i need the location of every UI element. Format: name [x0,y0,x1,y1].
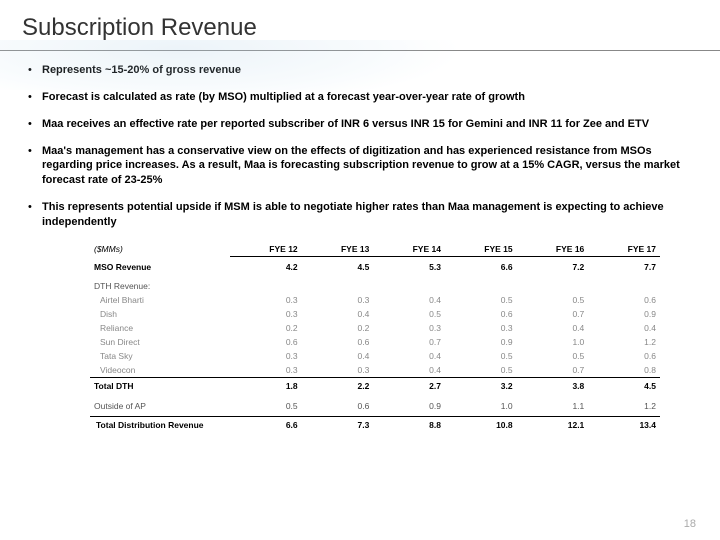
provider-row: Tata Sky0.30.40.40.50.50.6 [90,349,660,363]
bullet-item: •Maa receives an effective rate per repo… [28,117,692,132]
col-header: FYE 12 [230,242,302,257]
total-dth-row: Total DTH 1.8 2.2 2.7 3.2 3.8 4.5 [90,377,660,396]
total-distribution-row: Total Distribution Revenue 6.6 7.3 8.8 1… [90,416,660,432]
provider-row: Videocon0.30.30.40.50.70.8 [90,363,660,378]
col-header: FYE 14 [373,242,445,257]
bullet-item: •Forecast is calculated as rate (by MSO)… [28,90,692,105]
page-number: 18 [684,518,696,530]
revenue-table: ($MMs) FYE 12 FYE 13 FYE 14 FYE 15 FYE 1… [90,242,660,432]
col-header: FYE 16 [517,242,589,257]
col-header: FYE 13 [302,242,374,257]
bullet-item: •This represents potential upside if MSM… [28,200,692,230]
bullet-item: •Represents ~15-20% of gross revenue [28,63,692,78]
provider-row: Dish0.30.40.50.60.70.9 [90,307,660,321]
revenue-table-container: ($MMs) FYE 12 FYE 13 FYE 14 FYE 15 FYE 1… [90,242,660,432]
provider-row: Reliance0.20.20.30.30.40.4 [90,321,660,335]
mso-revenue-row: MSO Revenue 4.2 4.5 5.3 6.6 7.2 7.7 [90,256,660,277]
outside-ap-row: Outside of AP 0.5 0.6 0.9 1.0 1.1 1.2 [90,396,660,417]
dth-section-header: DTH Revenue: [90,277,660,293]
bullet-item: •Maa's management has a conservative vie… [28,144,692,189]
col-header: FYE 17 [588,242,660,257]
table-header-row: ($MMs) FYE 12 FYE 13 FYE 14 FYE 15 FYE 1… [90,242,660,257]
col-header: FYE 15 [445,242,517,257]
unit-label: ($MMs) [90,242,230,257]
bullet-list: •Represents ~15-20% of gross revenue •Fo… [0,63,720,230]
provider-row: Airtel Bharti0.30.30.40.50.50.6 [90,293,660,307]
table-body: MSO Revenue 4.2 4.5 5.3 6.6 7.2 7.7 DTH … [90,256,660,432]
page-title: Subscription Revenue [0,0,720,51]
provider-row: Sun Direct0.60.60.70.91.01.2 [90,335,660,349]
